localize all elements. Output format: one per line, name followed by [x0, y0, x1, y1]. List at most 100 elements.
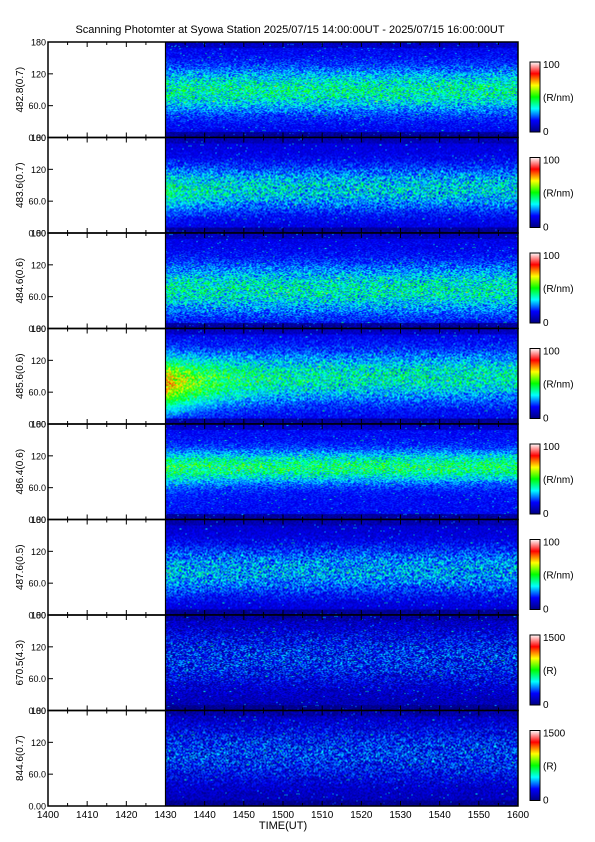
colorbar-unit: (R/nm)	[543, 475, 574, 486]
colorbar-min: 0	[543, 318, 549, 329]
colorbar-min: 0	[543, 127, 549, 138]
panel-4: 0.00 60.0 120 180 485.6(0.6) 100 (R/nm) 0	[15, 324, 574, 430]
panel-ylabel: 484.6(0.6)	[15, 258, 26, 304]
y-tick-label: 0.00	[28, 515, 46, 525]
colorbar-max: 100	[543, 347, 560, 358]
y-tick-label: 60.0	[28, 292, 46, 302]
y-tick-label: 180	[31, 38, 46, 48]
panel-ylabel: 844.6(0.7)	[15, 735, 26, 781]
y-tick-label: 0.00	[28, 229, 46, 239]
colorbar	[529, 157, 541, 228]
y-tick-label: 60.0	[28, 770, 46, 780]
colorbar-unit: (R/nm)	[543, 284, 574, 295]
colorbar-max: 100	[543, 156, 560, 167]
y-tick-label: 60.0	[28, 197, 46, 207]
y-tick-label: 120	[31, 69, 46, 79]
colorbar-min: 0	[543, 223, 549, 234]
x-tick-label: 1600	[507, 810, 530, 821]
colorbar	[529, 61, 541, 133]
y-tick-label: 180	[31, 324, 46, 334]
x-tick-label: 1520	[350, 810, 373, 821]
panel-6: 0.00 60.0 120 180 487.6(0.5) 100 (R/nm) 0	[15, 515, 574, 621]
panel-3: 0.00 60.0 120 180 484.6(0.6) 100 (R/nm) 0	[15, 229, 574, 335]
y-tick-label: 120	[31, 260, 46, 270]
y-tick-label: 0.00	[28, 706, 46, 716]
y-tick-label: 180	[31, 706, 46, 716]
panel-1: 0.00 60.0 120 180 482.8(0.7) 100 (R/nm) 0	[15, 38, 574, 144]
y-tick-label: 0.00	[28, 324, 46, 334]
panel-ylabel: 670.5(4.3)	[15, 640, 26, 686]
x-tick-label: 1410	[76, 810, 99, 821]
heatmap-4	[165, 328, 519, 425]
x-tick-label: 1440	[194, 810, 217, 821]
colorbar	[529, 443, 541, 515]
x-tick-label: 1450	[233, 810, 256, 821]
colorbar-max: 100	[543, 60, 560, 71]
y-tick-label: 180	[31, 611, 46, 621]
colorbar-max: 100	[543, 442, 560, 453]
y-tick-label: 0.00	[28, 611, 46, 621]
heatmap-6	[165, 519, 519, 616]
y-tick-label: 180	[31, 515, 46, 525]
y-tick-label: 120	[31, 451, 46, 461]
x-tick-label: 1420	[115, 810, 138, 821]
y-tick-label: 120	[31, 356, 46, 366]
heatmap-8	[165, 710, 519, 807]
heatmap-1	[165, 42, 519, 138]
colorbar	[529, 252, 541, 324]
colorbar-max: 1500	[543, 729, 566, 740]
colorbar	[529, 539, 541, 610]
y-tick-label: 0.00	[28, 133, 46, 143]
panel-7: 0.00 60.0 120 180 670.5(4.3) 1500 (R) 0	[15, 611, 566, 717]
heatmap-2	[165, 137, 519, 234]
colorbar-unit: (R/nm)	[543, 571, 574, 582]
y-tick-label: 120	[31, 165, 46, 175]
colorbar-unit: (R/nm)	[543, 189, 574, 200]
panel-ylabel: 485.6(0.6)	[15, 353, 26, 399]
x-tick-label: 1550	[468, 810, 491, 821]
chart-title: Scanning Photomter at Syowa Station 2025…	[75, 24, 505, 36]
colorbar	[529, 634, 541, 706]
colorbar-unit: (R)	[543, 666, 557, 677]
x-tick-label: 1530	[389, 810, 412, 821]
y-tick-label: 60.0	[28, 101, 46, 111]
y-tick-label: 120	[31, 738, 46, 748]
y-tick-label: 60.0	[28, 483, 46, 493]
y-tick-label: 180	[31, 229, 46, 239]
panel-2: 0.00 60.0 120 180 483.6(0.7) 100 (R/nm) 0	[15, 133, 574, 239]
y-tick-label: 180	[31, 420, 46, 430]
y-tick-label: 60.0	[28, 388, 46, 398]
heatmap-5	[165, 424, 519, 520]
panel-ylabel: 483.6(0.7)	[15, 162, 26, 208]
y-tick-label: 0.00	[28, 802, 46, 812]
x-axis-label: TIME(UT)	[259, 820, 307, 832]
panel-ylabel: 486.4(0.6)	[15, 449, 26, 495]
panel-ylabel: 487.6(0.5)	[15, 544, 26, 590]
y-tick-label: 180	[31, 133, 46, 143]
colorbar	[529, 730, 541, 801]
x-tick-label: 1510	[311, 810, 334, 821]
y-tick-label: 120	[31, 642, 46, 652]
y-tick-label: 120	[31, 547, 46, 557]
colorbar-max: 1500	[543, 633, 566, 644]
x-tick-label: 1430	[154, 810, 177, 821]
colorbar	[529, 348, 541, 419]
colorbar-max: 100	[543, 538, 560, 549]
colorbar-min: 0	[543, 605, 549, 616]
x-tick-label: 1540	[429, 810, 452, 821]
y-tick-label: 60.0	[28, 579, 46, 589]
colorbar-unit: (R/nm)	[543, 93, 574, 104]
panel-ylabel: 482.8(0.7)	[15, 67, 26, 113]
heatmap-7	[165, 615, 519, 711]
heatmap-3	[165, 233, 519, 329]
colorbar-min: 0	[543, 700, 549, 711]
y-tick-label: 60.0	[28, 674, 46, 684]
x-tick-label: 1400	[37, 810, 60, 821]
y-tick-label: 0.00	[28, 420, 46, 430]
x-tick-label: 1500	[272, 810, 295, 821]
colorbar-max: 100	[543, 251, 560, 262]
colorbar-unit: (R)	[543, 762, 557, 773]
panel-8: 0.00 60.0 120 180 844.6(0.7) 1500 (R) 0	[15, 706, 566, 812]
panel-5: 0.00 60.0 120 180 486.4(0.6) 100 (R/nm) 0	[15, 420, 574, 526]
